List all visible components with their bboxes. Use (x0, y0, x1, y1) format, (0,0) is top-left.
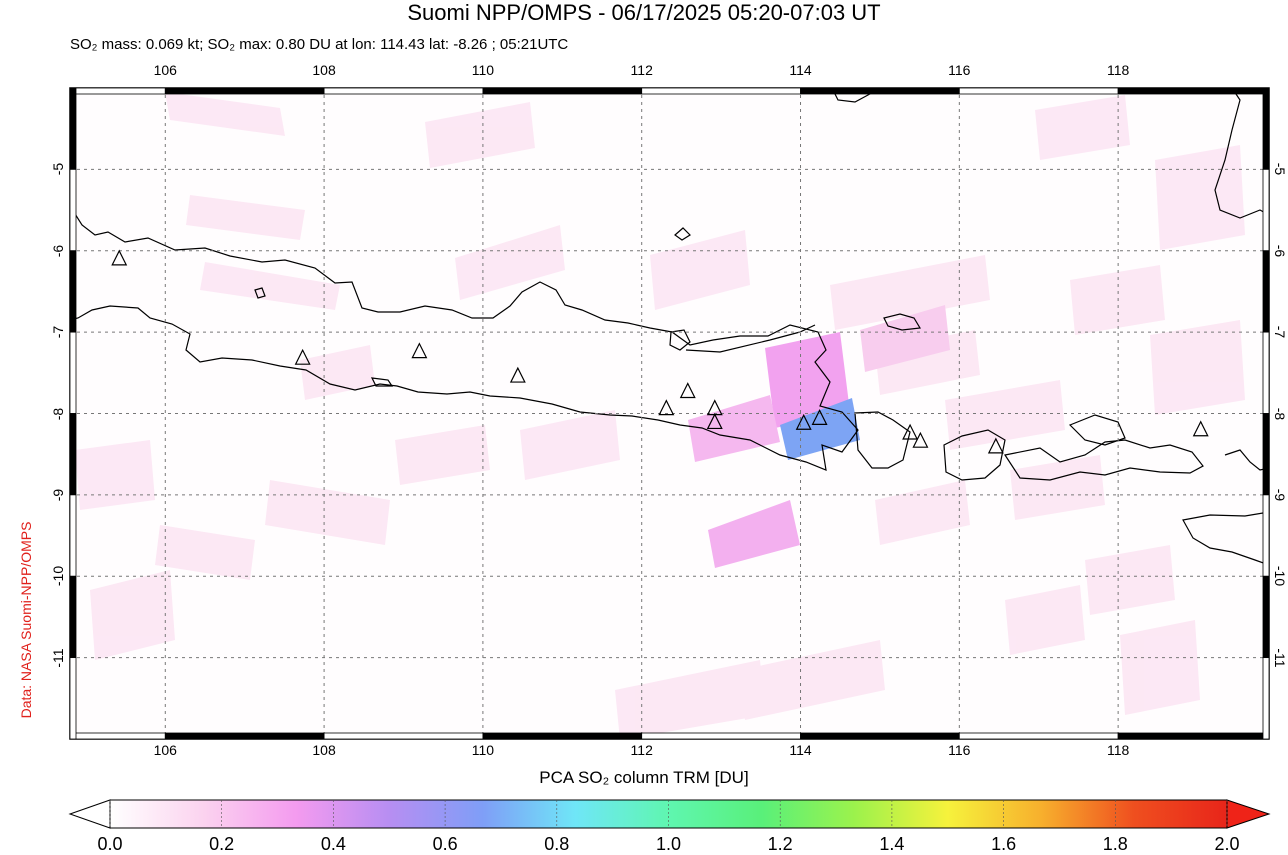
frame-band-top (482, 87, 643, 95)
colorbar-tick-label: 0.0 (97, 834, 123, 854)
frame-band-right (1262, 413, 1270, 496)
lat-tick-label-left: -6 (50, 244, 66, 257)
frame-band-right (1262, 575, 1270, 659)
frame-band-left (69, 168, 77, 252)
colorbar-tick-label: 2.0 (1214, 834, 1240, 854)
lat-tick-label-right: -5 (1272, 163, 1288, 176)
colorbar-label: PCA SO₂ column TRM [DU] (539, 768, 749, 787)
triangle-icon (658, 399, 675, 416)
frame-band-left (69, 657, 77, 740)
colorbar-tick-label: 0.6 (432, 834, 458, 854)
triangle-icon (987, 437, 1004, 454)
triangle-icon (912, 431, 929, 448)
triangle-icon (811, 409, 828, 425)
lon-tick-label-bottom: 114 (789, 742, 812, 758)
so2-swath-layer (75, 92, 1245, 739)
lon-tick-label-bottom: 112 (630, 742, 653, 758)
triangle-icon (902, 423, 919, 440)
frame-band-top (164, 87, 325, 95)
map-frame (69, 87, 1270, 740)
colorbar-tick-label: 1.8 (1102, 834, 1128, 854)
lon-tick-label-bottom: 108 (312, 742, 336, 758)
colorbar-tick-label: 0.2 (209, 834, 235, 854)
frame-band-bottom (1117, 732, 1270, 740)
frame-band-left (69, 575, 77, 659)
lon-tick-label-top: 112 (630, 62, 653, 78)
triangle-icon (795, 413, 812, 430)
frame-band-top (69, 87, 166, 95)
lat-tick-label-left: -10 (50, 566, 66, 587)
triangle-icon (294, 348, 311, 365)
triangle-icon (706, 413, 723, 430)
lon-tick-label-top: 108 (312, 62, 336, 78)
frame-band-top (641, 87, 801, 95)
lon-tick-label-bottom: 118 (1106, 742, 1130, 758)
frame-band-left (69, 413, 77, 496)
frame-band-left (69, 87, 77, 170)
frame-band-top (958, 87, 1119, 95)
lat-tick-label-left: -9 (50, 488, 66, 502)
frame-band-right (1262, 87, 1270, 170)
frame-band-bottom (800, 732, 960, 740)
colorbar-high-arrow (1226, 799, 1271, 829)
lat-tick-label-left: -11 (50, 648, 66, 668)
frame-band-right (1262, 250, 1270, 333)
triangle-icon (411, 342, 428, 359)
lon-tick-label-bottom: 110 (471, 742, 495, 758)
colorbar-tick-label: 1.2 (767, 834, 793, 854)
so2-plume (688, 305, 950, 568)
frame-band-right (1262, 657, 1270, 740)
colorbar-tick-label: 0.4 (320, 834, 346, 854)
frame-band-bottom (323, 732, 484, 740)
frame-band-bottom (69, 732, 166, 740)
frame-band-left (69, 494, 77, 577)
frame-band-bottom (641, 732, 801, 740)
frame-band-top (323, 87, 484, 95)
frame-band-bottom (958, 732, 1119, 740)
frame-band-top (800, 87, 960, 95)
colorbar-tick-label: 1.4 (879, 834, 905, 854)
triangle-icon (1192, 420, 1209, 437)
lat-tick-label-right: -11 (1272, 648, 1288, 668)
colorbar-tick-label: 0.8 (544, 834, 570, 854)
triangle-icon (679, 382, 696, 399)
lon-tick-label-bottom: 116 (948, 742, 971, 758)
triangle-icon (509, 366, 526, 383)
lat-tick-label-right: -9 (1272, 488, 1288, 502)
frame-band-bottom (482, 732, 643, 740)
lat-tick-label-left: -5 (50, 163, 66, 176)
frame-band-top (1117, 87, 1270, 95)
frame-band-right (1262, 168, 1270, 252)
lat-tick-label-left: -8 (50, 407, 66, 420)
lat-tick-label-right: -8 (1272, 407, 1288, 420)
triangle-icon (111, 249, 128, 266)
lon-tick-label-top: 116 (948, 62, 971, 78)
lat-tick-label-right: -7 (1272, 325, 1288, 339)
colorbar-tick-label: 1.0 (655, 834, 682, 854)
colorbar-low-arrow (68, 799, 111, 829)
frame-band-right (1262, 494, 1270, 577)
lat-tick-label-right: -6 (1272, 244, 1288, 257)
volcano-markers (111, 249, 1209, 454)
frame-band-left (69, 250, 77, 333)
map-subtitle: SO₂ mass: 0.069 kt; SO₂ max: 0.80 DU at … (70, 36, 569, 53)
frame-band-right (1262, 331, 1270, 414)
lon-tick-label-top: 106 (153, 62, 177, 78)
map-background (70, 88, 1269, 739)
lon-tick-label-bottom: 106 (153, 742, 177, 758)
frame-band-bottom (164, 732, 325, 740)
colorbar (68, 799, 1271, 829)
frame-band-left (69, 331, 77, 414)
lon-tick-label-top: 118 (1106, 62, 1130, 78)
colorbar-tick-label: 1.6 (991, 834, 1017, 854)
lat-tick-label-right: -10 (1272, 566, 1288, 587)
map-title: Suomi NPP/OMPS - 06/17/2025 05:20-07:03 … (407, 0, 881, 25)
coastline-layer (70, 88, 1269, 566)
lon-tick-label-top: 114 (789, 62, 812, 78)
lon-tick-label-top: 110 (471, 62, 495, 78)
lat-tick-label-left: -7 (50, 325, 66, 339)
